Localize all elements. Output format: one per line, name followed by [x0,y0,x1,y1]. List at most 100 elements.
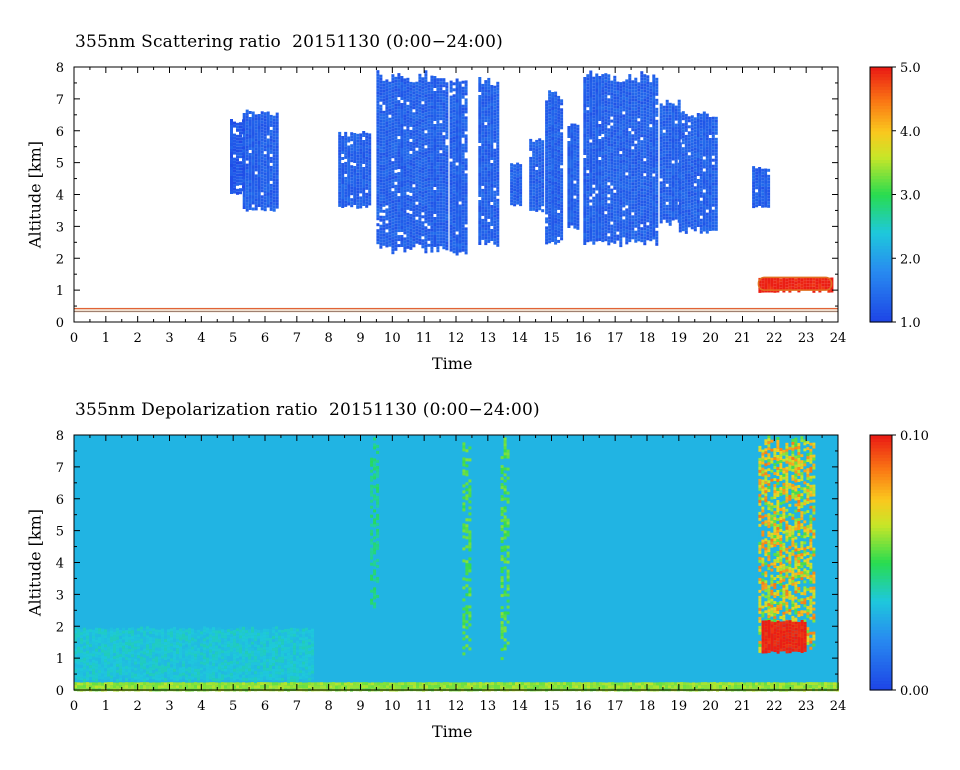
heatmap-cell [379,230,383,234]
heatmap-cell [545,121,549,125]
heatmap-cell [665,147,669,151]
heatmap-cell [589,121,593,125]
heatmap-cell [487,209,491,213]
heatmap-cell [625,178,629,182]
heatmap-cell [394,154,398,158]
heatmap-cell [403,186,407,190]
heatmap-cell [388,150,392,154]
heatmap-cell [655,233,659,237]
heatmap-cell [583,80,587,83]
heatmap-cell [557,104,561,108]
heatmap-cell [496,186,500,190]
heatmap-cell [607,206,611,210]
heatmap-cell [545,217,549,221]
heatmap-cell [436,126,440,130]
heatmap-cell [433,172,437,175]
heatmap-cell [625,220,629,224]
heatmap-cell [655,191,659,195]
heatmap-cell [365,135,369,139]
heatmap-cell [445,214,449,218]
heatmap-cell [496,102,500,106]
heatmap-cell [436,234,440,238]
heatmap-cell [382,194,386,198]
heatmap-cell [674,204,678,208]
heatmap-cell [442,240,446,244]
heatmap-cell [356,154,360,158]
heatmap-cell [548,219,552,223]
heatmap-cell [705,161,709,165]
heatmap-cell [655,158,659,162]
heatmap-cell [681,114,685,118]
heatmap-cell [649,130,653,134]
heatmap-cell [436,201,440,205]
heatmap-cell [455,144,459,148]
heatmap-cell [388,93,392,97]
heatmap-cell [461,173,465,177]
heatmap-cell [458,249,462,253]
heatmap-cell [589,142,593,146]
heatmap-cell [490,109,494,112]
heatmap-cell [415,159,419,163]
heatmap-cell [353,178,357,181]
heatmap-cell [452,196,456,200]
heatmap-cell [548,108,552,112]
heatmap-cell [583,242,587,245]
heatmap-cell [764,180,768,184]
heatmap-cell [436,132,440,136]
heatmap-cell [601,212,605,216]
heatmap-cell [532,186,536,190]
heatmap-cell [640,149,644,153]
heatmap-cell [752,166,756,170]
heatmap-cell [496,132,500,136]
heatmap-cell [598,226,602,229]
heatmap-cell [702,141,706,145]
heatmap-cell [708,204,712,207]
heatmap-cell [662,168,666,172]
heatmap-cell [400,139,404,142]
heatmap-cell [674,129,678,133]
heatmap-cell [464,149,468,153]
heatmap-cell [391,146,395,150]
heatmap-cell [496,174,500,178]
heatmap-cell [640,200,644,204]
heatmap-cell [586,155,590,159]
heatmap-cell [634,116,638,120]
heatmap-cell [557,230,561,234]
heatmap-cell [458,240,462,244]
heatmap-cell [690,130,694,134]
heatmap-cell [551,152,555,155]
heatmap-cell [445,100,449,104]
heatmap-cell [595,139,599,143]
heatmap-cell [625,166,629,170]
heatmap-cell [548,168,552,172]
heatmap-cell [583,101,587,104]
heatmap-cell [341,163,345,166]
heatmap-cell [628,74,632,78]
heatmap-cell [665,156,669,160]
heatmap-cell [548,105,552,109]
heatmap-cell [560,222,564,226]
heatmap-cell [583,191,587,194]
heatmap-cell [583,173,587,176]
heatmap-cell [442,246,446,250]
heatmap-cell [439,126,443,130]
heatmap-cell [693,144,697,148]
heatmap-cell [376,202,380,206]
heatmap-cell [576,124,580,128]
heatmap-cell [461,161,465,165]
heatmap-cell [567,195,571,198]
heatmap-cell [464,233,468,237]
heatmap-cell [430,240,434,244]
heatmap-cell [478,191,482,194]
heatmap-cell [702,129,706,133]
heatmap-cell [640,209,644,213]
heatmap-cell [421,209,425,213]
heatmap-cell [592,97,596,101]
heatmap-cell [478,83,482,86]
heatmap-cell [714,215,718,219]
heatmap-cell [628,134,632,138]
heatmap-cell [548,237,552,241]
heatmap-cell [496,225,500,229]
heatmap-cell [702,111,706,115]
heatmap-cell [708,228,712,231]
